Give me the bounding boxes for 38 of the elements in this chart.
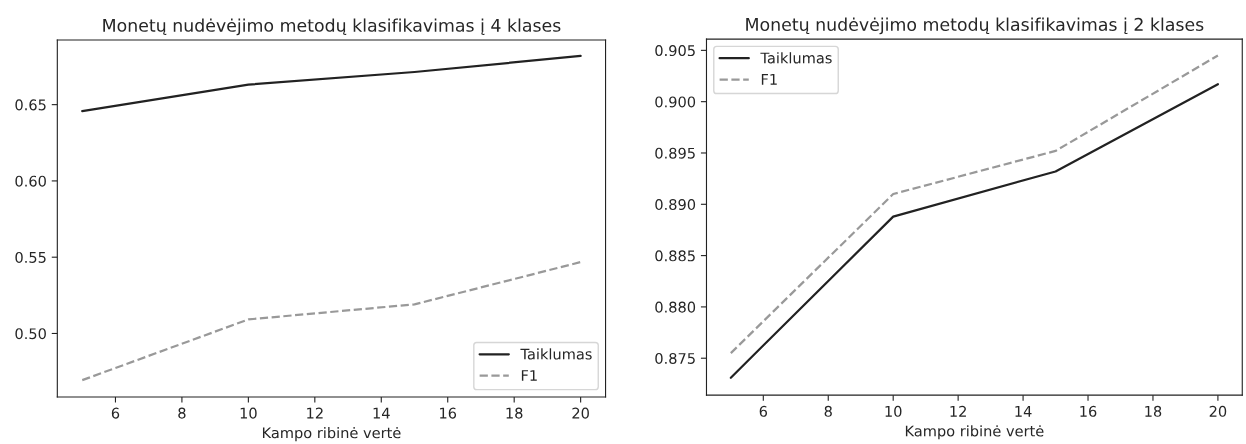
legend-label: Taiklumas (520, 348, 592, 360)
y-tick-label: 0.875 (655, 352, 695, 364)
y-tick-label: 0.905 (655, 45, 695, 57)
y-tick-label: 0.890 (655, 199, 696, 211)
x-axis-title: Kampo ribinė vertė (905, 425, 1044, 440)
y-tick-label: 0.885 (655, 250, 695, 262)
x-tick-label: 6 (111, 407, 120, 419)
x-axis-title: Kampo ribinė vertė (262, 427, 401, 442)
x-tick-label: 8 (824, 405, 832, 417)
legend-label: F1 (761, 74, 777, 85)
legend-label: Taiklumas (760, 52, 832, 64)
x-tick-label: 12 (950, 405, 966, 417)
x-tick-label: 20 (1209, 405, 1227, 417)
y-tick-label: 0.900 (655, 96, 696, 108)
x-tick-label: 16 (1080, 405, 1097, 417)
x-tick-label: 18 (506, 407, 523, 419)
line-series (729, 83, 1220, 379)
x-tick-label: 6 (759, 405, 768, 417)
x-tick-label: 18 (1145, 405, 1162, 417)
chart-title: Monetų nudėvėjimo metodų klasifikavimas į 4 klases (103, 18, 561, 36)
x-tick-label: 20 (572, 407, 589, 419)
legend-label: F1 (521, 370, 537, 381)
x-tick-label: 10 (885, 405, 902, 417)
y-tick-label: 0.55 (15, 251, 46, 263)
x-tick-label: 12 (307, 407, 323, 419)
y-tick-label: 0.60 (15, 175, 46, 187)
y-tick-label: 0.895 (655, 147, 695, 159)
y-tick-label: 0.50 (15, 328, 46, 340)
x-tick-label: 14 (1015, 406, 1032, 417)
y-tick-label: 0.65 (15, 99, 46, 111)
x-tick-label: 10 (240, 407, 257, 419)
line-series (729, 54, 1220, 355)
x-tick-label: 14 (373, 407, 390, 419)
chart-title: Monetų nudėvėjimo metodų klasifikavimas į 2 klases (746, 17, 1204, 35)
x-tick-label: 16 (440, 407, 457, 419)
line-series (81, 54, 582, 113)
x-tick-label: 8 (178, 407, 186, 419)
y-tick-label: 0.880 (655, 301, 696, 313)
